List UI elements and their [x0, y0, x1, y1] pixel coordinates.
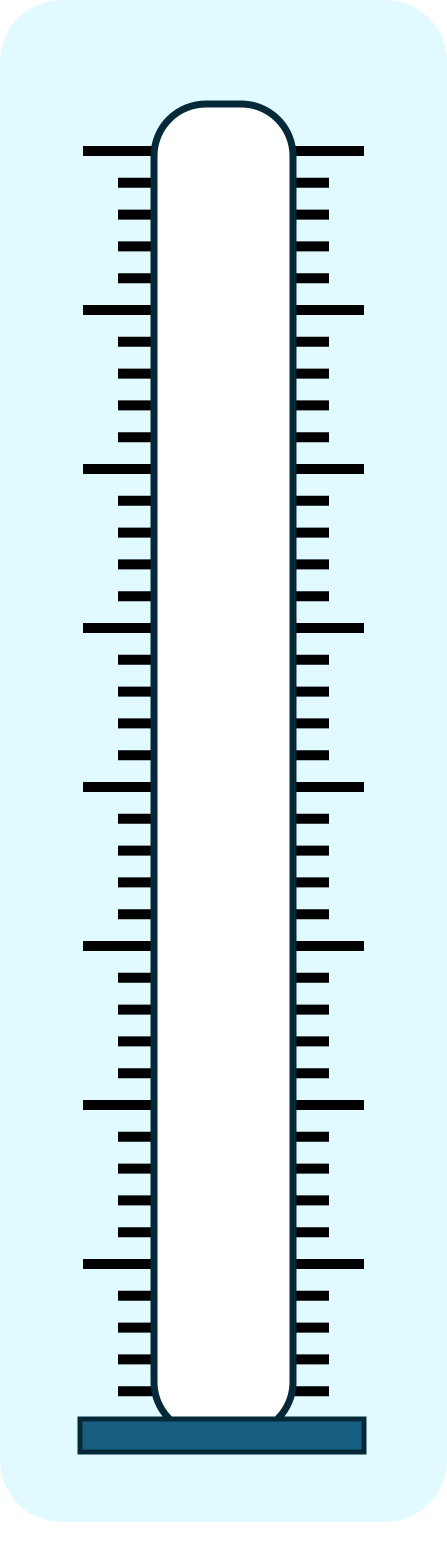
- tick-marks-right: [293, 146, 364, 1397]
- tick-marks-left: [83, 146, 154, 1397]
- thermometer-base: [77, 1416, 367, 1455]
- thermometer-tube: [150, 100, 297, 1438]
